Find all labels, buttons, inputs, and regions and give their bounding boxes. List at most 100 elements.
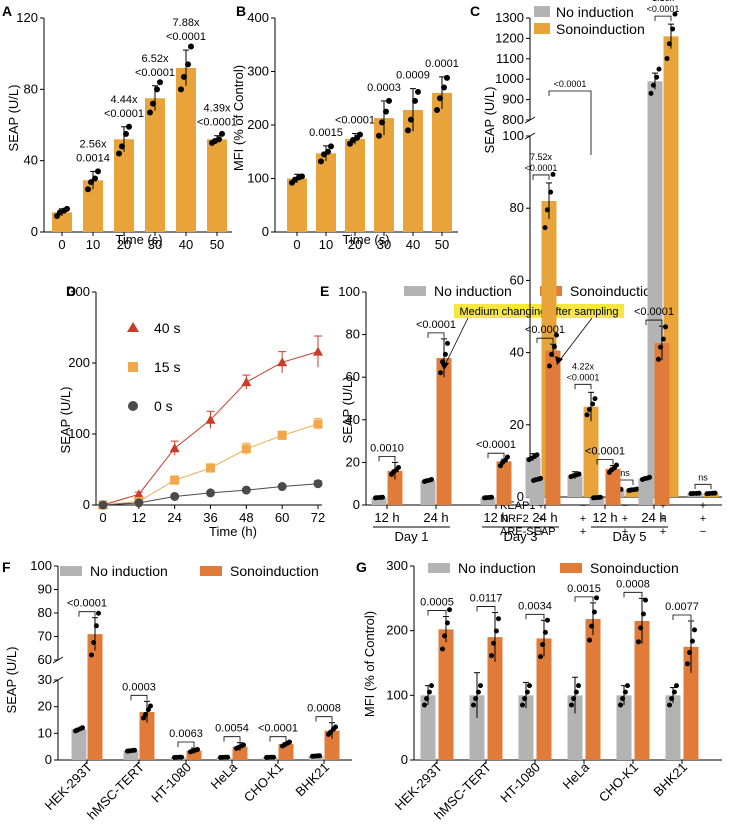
d-x-tick-label: 72 bbox=[311, 510, 325, 525]
g-point bbox=[589, 623, 595, 629]
g-comparison-bracket bbox=[427, 610, 447, 616]
c-ns-label: ns bbox=[698, 472, 708, 482]
b-point bbox=[383, 108, 389, 115]
c-pvalue-label: <0.0001 bbox=[567, 372, 600, 382]
a-y-tick-label: 80 bbox=[24, 81, 38, 96]
g-point bbox=[667, 702, 672, 708]
a-bar bbox=[176, 67, 196, 232]
b-point bbox=[325, 148, 331, 155]
b-point bbox=[357, 131, 363, 138]
g-legend-so: Sonoinduction bbox=[590, 560, 679, 576]
b-xlabel: Time (s) bbox=[342, 232, 389, 247]
e-callout-arrowhead bbox=[440, 362, 449, 370]
f-y-tick-label: 60 bbox=[38, 652, 52, 667]
b-pvalue-label: 0.0015 bbox=[309, 127, 343, 139]
a-point bbox=[157, 79, 163, 86]
a-xlabel: Time (s) bbox=[115, 232, 162, 247]
g-comparison-bracket bbox=[623, 591, 643, 598]
f-x-tick-label: HEK-293T bbox=[42, 759, 96, 813]
f-pvalue-label: 0.0003 bbox=[122, 681, 156, 693]
b-pvalue-label: 0.0001 bbox=[425, 58, 459, 70]
b-x-tick-label: 0 bbox=[293, 237, 300, 252]
b-x-tick-label: 20 bbox=[348, 237, 362, 252]
d-x-tick-label: 24 bbox=[167, 510, 181, 525]
a-x-tick-label: 50 bbox=[210, 237, 224, 252]
panel-label-a: A bbox=[2, 3, 12, 19]
d-marker-0s bbox=[206, 488, 215, 498]
a-point bbox=[126, 123, 132, 130]
e-bar-no-induction bbox=[371, 497, 387, 505]
g-point bbox=[689, 638, 695, 644]
e-pvalue-label: 0.0010 bbox=[370, 442, 404, 454]
c-row-sign: + bbox=[538, 526, 544, 538]
e-callout: Medium changing after sampling bbox=[460, 306, 619, 318]
g-y-tick-label: 300 bbox=[386, 558, 408, 573]
b-point bbox=[434, 107, 440, 114]
f-point bbox=[179, 754, 184, 760]
f-y-tick-label: 20 bbox=[38, 699, 52, 714]
e-point bbox=[554, 332, 559, 338]
c-comparison-bracket bbox=[574, 383, 592, 390]
a-point bbox=[216, 136, 222, 143]
e-point bbox=[547, 363, 552, 369]
f-x-tick-label: CHO-K1 bbox=[241, 760, 286, 805]
g-pvalue-label: 0.0008 bbox=[616, 578, 650, 590]
d-legend-marker-40 bbox=[127, 322, 139, 332]
a-point bbox=[147, 109, 153, 116]
e-callout-arrow bbox=[559, 317, 593, 361]
g-point bbox=[440, 646, 445, 652]
a-point bbox=[116, 150, 122, 157]
g-point bbox=[643, 597, 648, 603]
f-comparison-bracket bbox=[223, 736, 241, 742]
d-marker-40s bbox=[277, 357, 288, 367]
e-callout-highlight bbox=[454, 304, 624, 318]
b-ylabel: MFI (% of Control) bbox=[231, 65, 246, 171]
a-fold-label: 7.88x bbox=[173, 17, 200, 29]
c-point bbox=[650, 82, 656, 88]
f-point bbox=[317, 753, 322, 759]
g-point bbox=[576, 683, 581, 689]
g-point bbox=[424, 696, 430, 702]
b-bar bbox=[432, 92, 452, 233]
panel-label-d: D bbox=[66, 283, 76, 299]
b-point bbox=[299, 173, 305, 180]
g-point bbox=[685, 661, 690, 667]
b-bar bbox=[403, 110, 423, 232]
g-point bbox=[587, 637, 592, 643]
panel-label-c: C bbox=[470, 3, 480, 19]
c-point bbox=[648, 90, 654, 96]
g-point bbox=[538, 654, 543, 660]
f-point bbox=[91, 639, 97, 645]
g-point bbox=[638, 625, 644, 631]
d-marker-0s bbox=[134, 498, 144, 508]
e-x-tick-label: 24 h bbox=[532, 510, 557, 525]
b-x-tick-label: 30 bbox=[377, 237, 391, 252]
d-marker-15s bbox=[206, 463, 215, 473]
f-y-tick-label: 90 bbox=[38, 582, 52, 597]
g-point bbox=[527, 683, 532, 689]
c-point bbox=[672, 11, 678, 17]
d-x-tick-label: 60 bbox=[275, 510, 289, 525]
g-bar-no-induction bbox=[665, 695, 681, 760]
e-pvalue-label: <0.0001 bbox=[525, 324, 565, 336]
e-point bbox=[442, 351, 448, 357]
b-y-tick-label: 100 bbox=[247, 171, 269, 186]
g-point bbox=[594, 595, 599, 601]
b-pvalue-label: 0.0003 bbox=[367, 82, 401, 94]
c-point bbox=[548, 189, 554, 195]
b-bar bbox=[374, 118, 394, 232]
a-pvalue-label: <0.0001 bbox=[135, 67, 175, 79]
a-y-tick-label: 40 bbox=[24, 153, 38, 168]
e-legend: No induction Sonoinduction bbox=[404, 283, 659, 299]
e-x-tick-label: 12 h bbox=[374, 510, 399, 525]
g-y-tick-label: 200 bbox=[386, 623, 408, 638]
f-point bbox=[333, 724, 338, 730]
a-x-tick-label: 40 bbox=[179, 237, 193, 252]
g-comparison-bracket bbox=[476, 606, 496, 612]
f-comparison-bracket bbox=[78, 611, 96, 617]
d-y-tick-label: 300 bbox=[68, 284, 90, 299]
d-legend-40: 40 s bbox=[154, 320, 180, 336]
c-row-label-nrf2: NRF2 bbox=[500, 513, 529, 525]
g-bar-sonoinduction bbox=[683, 646, 699, 760]
c-row-sign: − bbox=[580, 500, 586, 512]
